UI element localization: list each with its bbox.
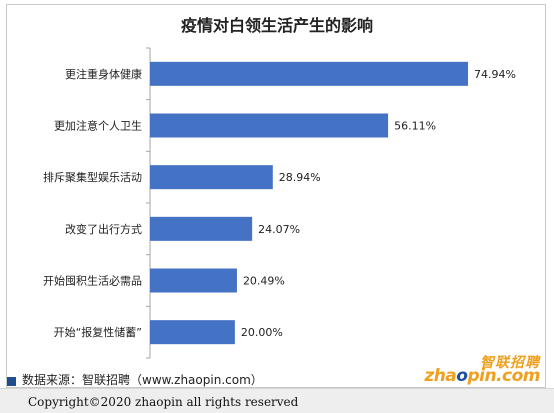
logo-english-text: zhaopin.com (424, 366, 540, 386)
category-label: 开始囤积生活必需品 (43, 274, 142, 288)
bar (150, 113, 389, 138)
bar (150, 216, 253, 241)
zhaopin-logo: 智联招聘 zhaopin.com (424, 355, 540, 386)
footer-bar: Copyright©2020 zhaopin all rights reserv… (0, 388, 554, 413)
category-label: 排斥聚集型娱乐活动 (43, 170, 142, 184)
category-label: 更注重身体健康 (65, 67, 142, 81)
source-text: 数据来源：智联招聘（www.zhaopin.com） (22, 373, 263, 387)
bar (150, 165, 273, 190)
category-label: 开始“报复性储蓄” (54, 325, 142, 339)
data-label: 28.94% (279, 171, 321, 184)
data-label: 24.07% (258, 223, 300, 236)
data-label: 20.00% (241, 326, 283, 339)
bar (150, 61, 468, 86)
copyright-text: Copyright©2020 zhaopin all rights reserv… (28, 395, 299, 409)
bar-chart: 更注重身体健康 74.94% 更加注意个人卫生 56.11% 排斥聚集型娱乐活动 28.9… (43, 47, 516, 359)
data-label: 20.49% (243, 275, 285, 288)
logo-chinese-text: 智联招聘 (480, 355, 540, 371)
category-label: 更加注意个人卫生 (54, 119, 142, 133)
bar (150, 320, 235, 345)
category-label: 改变了出行方式 (65, 222, 142, 236)
source-marker (7, 377, 16, 386)
data-label: 74.94% (474, 68, 516, 81)
chart-title: 疫情对白领生活产生的影响 (180, 16, 373, 35)
data-label: 56.11% (394, 120, 436, 133)
bar (150, 268, 237, 293)
